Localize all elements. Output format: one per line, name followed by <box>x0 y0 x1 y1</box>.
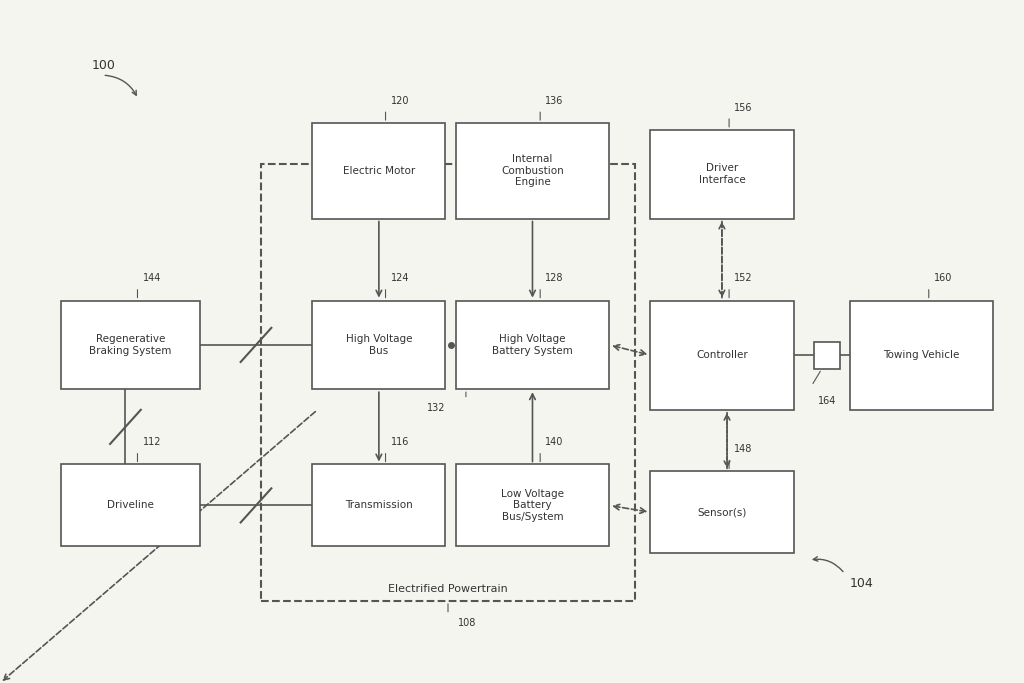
Text: 128: 128 <box>545 273 564 283</box>
FancyBboxPatch shape <box>650 301 794 410</box>
Text: 100: 100 <box>92 59 116 72</box>
Text: Towing Vehicle: Towing Vehicle <box>884 350 959 360</box>
Text: 132: 132 <box>427 403 445 413</box>
Text: Sensor(s): Sensor(s) <box>697 507 746 517</box>
FancyBboxPatch shape <box>456 464 609 546</box>
Text: 120: 120 <box>391 96 410 106</box>
Text: 124: 124 <box>391 273 410 283</box>
Text: 136: 136 <box>545 96 563 106</box>
Text: 152: 152 <box>734 273 753 283</box>
Text: Internal
Combustion
Engine: Internal Combustion Engine <box>501 154 564 187</box>
FancyBboxPatch shape <box>850 301 993 410</box>
Text: Driveline: Driveline <box>108 501 154 510</box>
Text: 156: 156 <box>734 102 753 113</box>
FancyBboxPatch shape <box>312 123 445 219</box>
Text: High Voltage
Bus: High Voltage Bus <box>346 334 412 356</box>
FancyBboxPatch shape <box>312 464 445 546</box>
Text: 140: 140 <box>545 437 563 447</box>
Text: Electrified Powertrain: Electrified Powertrain <box>388 584 508 594</box>
Text: Regenerative
Braking System: Regenerative Braking System <box>89 334 172 356</box>
Text: 116: 116 <box>391 437 409 447</box>
Text: 144: 144 <box>142 273 161 283</box>
FancyBboxPatch shape <box>312 301 445 389</box>
Text: Controller: Controller <box>696 350 748 360</box>
FancyBboxPatch shape <box>814 342 840 369</box>
Text: 164: 164 <box>818 396 836 406</box>
Text: High Voltage
Battery System: High Voltage Battery System <box>493 334 572 356</box>
Text: 148: 148 <box>734 444 753 454</box>
Text: Electric Motor: Electric Motor <box>343 166 415 176</box>
FancyBboxPatch shape <box>650 471 794 553</box>
Text: Driver
Interface: Driver Interface <box>698 163 745 185</box>
FancyBboxPatch shape <box>650 130 794 219</box>
Text: 108: 108 <box>459 618 476 628</box>
Text: 104: 104 <box>850 577 873 590</box>
FancyBboxPatch shape <box>61 301 200 389</box>
Text: Low Voltage
Battery
Bus/System: Low Voltage Battery Bus/System <box>501 489 564 522</box>
Text: Transmission: Transmission <box>345 501 413 510</box>
Text: 112: 112 <box>142 437 161 447</box>
FancyBboxPatch shape <box>456 301 609 389</box>
FancyBboxPatch shape <box>456 123 609 219</box>
Text: 160: 160 <box>934 273 952 283</box>
FancyBboxPatch shape <box>61 464 200 546</box>
